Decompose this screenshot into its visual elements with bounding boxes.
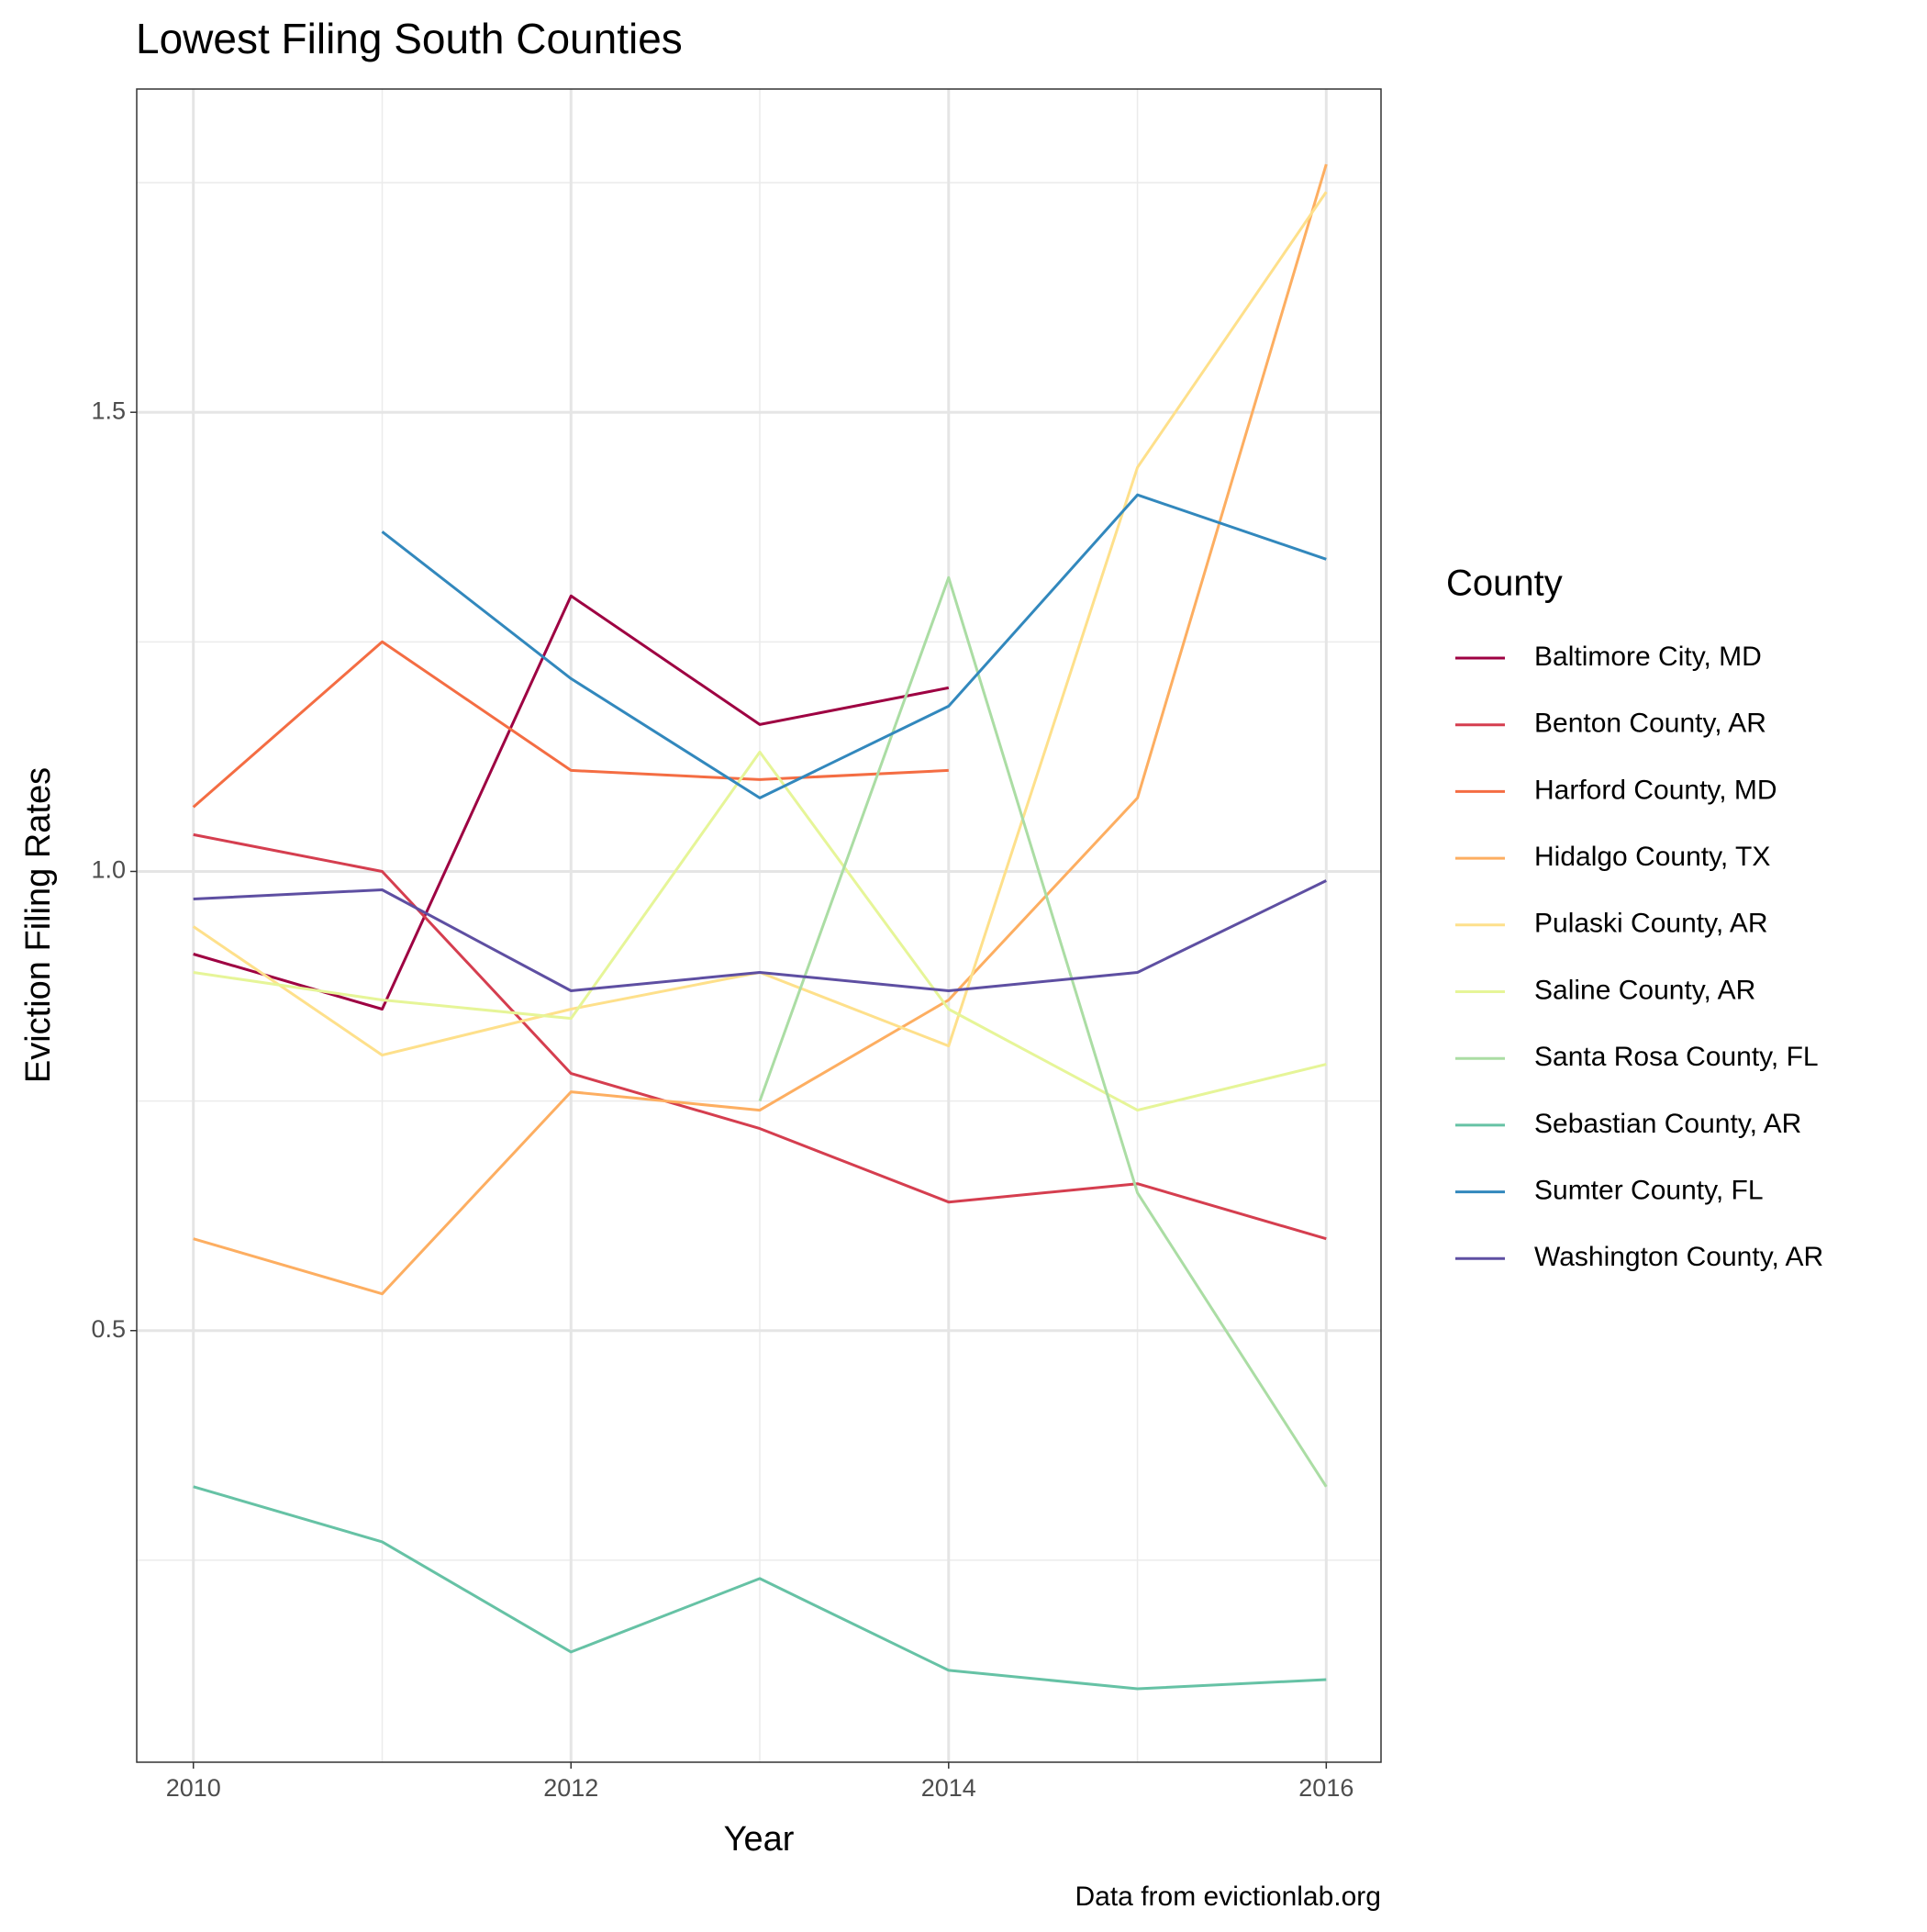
series-line bbox=[193, 832, 1327, 1241]
y-tick-label: 1.5 bbox=[91, 396, 126, 424]
x-tick-label: 2012 bbox=[543, 1774, 598, 1802]
legend-label: Pulaski County, AR bbox=[1534, 909, 1768, 939]
legend-title: County bbox=[1446, 564, 1563, 604]
legend-label: Sumter County, FL bbox=[1534, 1176, 1764, 1206]
x-tick-label: 2010 bbox=[166, 1774, 221, 1802]
legend-label: Santa Rosa County, FL bbox=[1534, 1042, 1819, 1072]
legend-label: Benton County, AR bbox=[1534, 709, 1766, 739]
chart-title: Lowest Filing South Counties bbox=[136, 15, 683, 62]
legend-label: Saline County, AR bbox=[1534, 975, 1755, 1005]
series-line bbox=[758, 575, 1328, 1488]
legend-label: Sebastian County, AR bbox=[1534, 1109, 1801, 1139]
series-line bbox=[193, 163, 1328, 1296]
plot-border bbox=[136, 88, 1382, 1763]
legend-label: Washington County, AR bbox=[1534, 1242, 1823, 1272]
series-line bbox=[193, 1485, 1327, 1691]
series-line bbox=[192, 640, 949, 809]
series-line bbox=[193, 879, 1327, 992]
x-tick-label: 2016 bbox=[1298, 1774, 1353, 1802]
y-tick-label: 0.5 bbox=[91, 1315, 126, 1343]
legend-label: Hidalgo County, TX bbox=[1534, 842, 1770, 872]
x-tick-label: 2014 bbox=[921, 1774, 976, 1802]
x-axis-title: Year bbox=[724, 1820, 795, 1859]
series-line bbox=[193, 750, 1327, 1112]
caption: Data from evictionlab.org bbox=[1075, 1882, 1382, 1912]
legend-label: Harford County, MD bbox=[1534, 775, 1777, 805]
y-axis-title: Eviction Filing Rates bbox=[19, 767, 58, 1083]
y-tick-label: 1.0 bbox=[91, 856, 126, 884]
series-line bbox=[381, 493, 1327, 799]
legend-label: Baltimore City, MD bbox=[1534, 642, 1762, 672]
